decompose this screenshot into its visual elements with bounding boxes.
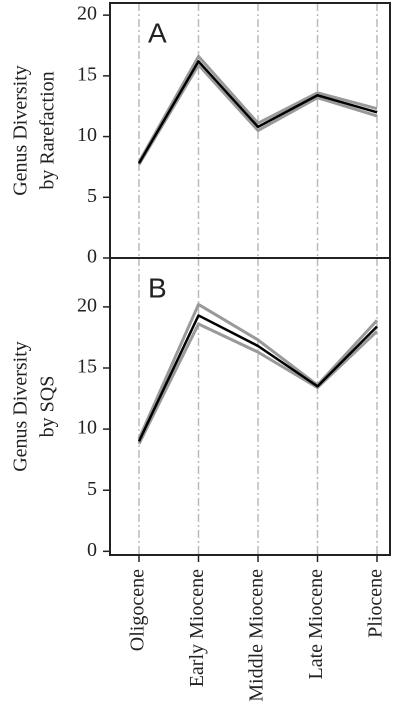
y-axis-label: Genus Diversity: [10, 341, 32, 472]
data-line: [137, 54, 378, 163]
x-tick-label: Early Miocene: [186, 569, 208, 687]
y-tick-label: 0: [87, 246, 97, 268]
data-line: [137, 63, 378, 166]
y-axis-label: by Rarefaction: [37, 71, 59, 189]
y-tick-label: 15: [77, 356, 97, 378]
x-tick-label: Oligocene: [127, 569, 149, 651]
plot-frame: [109, 257, 391, 556]
data-line: [137, 60, 378, 164]
y-tick-label: 5: [87, 478, 97, 500]
panel-label: A: [148, 17, 167, 48]
data-line: [137, 322, 379, 445]
y-axis-label: Genus Diversity: [10, 65, 32, 196]
y-axis-label: by SQS: [37, 376, 59, 438]
y-tick-label: 10: [77, 417, 97, 439]
x-tick-label: Late Miocene: [305, 569, 327, 680]
y-tick-label: 5: [87, 185, 97, 207]
data-line: [137, 302, 379, 440]
y-tick-label: 20: [77, 3, 97, 25]
y-tick-label: 0: [87, 539, 97, 561]
y-tick-label: 20: [77, 294, 97, 316]
x-tick-label: Pliocene: [365, 569, 387, 638]
y-tick-label: 15: [77, 63, 97, 85]
y-tick-label: 10: [77, 124, 97, 146]
x-tick-label: Middle Miocene: [246, 569, 268, 702]
data-line: [137, 314, 378, 442]
panel-label: B: [148, 272, 167, 303]
